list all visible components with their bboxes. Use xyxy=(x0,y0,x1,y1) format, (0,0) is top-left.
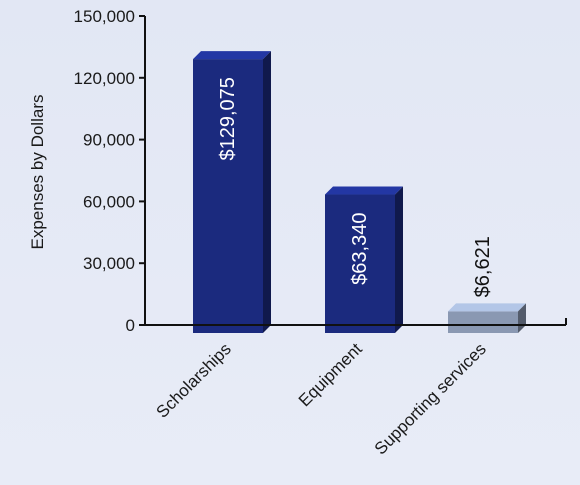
bar-scholarships: $129,075 xyxy=(193,51,271,333)
value-label: $6,621 xyxy=(472,236,494,297)
y-axis-title: Expenses by Dollars xyxy=(28,95,47,250)
bar-top xyxy=(325,186,403,195)
bar-front xyxy=(448,311,518,333)
bar-top xyxy=(448,303,526,312)
value-label: $63,340 xyxy=(349,213,371,285)
y-tick-label: 30,000 xyxy=(83,254,135,273)
bar-side xyxy=(263,51,271,333)
bar-side xyxy=(395,186,403,333)
bar-top xyxy=(193,51,271,60)
y-tick-label: 120,000 xyxy=(74,69,135,88)
bar-front xyxy=(193,59,263,333)
bar-equipment: $63,340 xyxy=(325,186,403,333)
y-tick-label: 0 xyxy=(126,316,135,335)
y-tick-label: 90,000 xyxy=(83,131,135,150)
value-label: $129,075 xyxy=(217,77,239,160)
y-ticks: 0 30,000 60,000 90,000 120,000 150,000 xyxy=(74,7,145,335)
bar-front xyxy=(325,194,395,333)
bar-supporting-services: $6,621 xyxy=(448,236,526,333)
y-tick-label: 60,000 xyxy=(83,192,135,211)
y-tick-label: 150,000 xyxy=(74,7,135,26)
bars: $129,075 $63,340 $6,621 xyxy=(193,51,526,333)
